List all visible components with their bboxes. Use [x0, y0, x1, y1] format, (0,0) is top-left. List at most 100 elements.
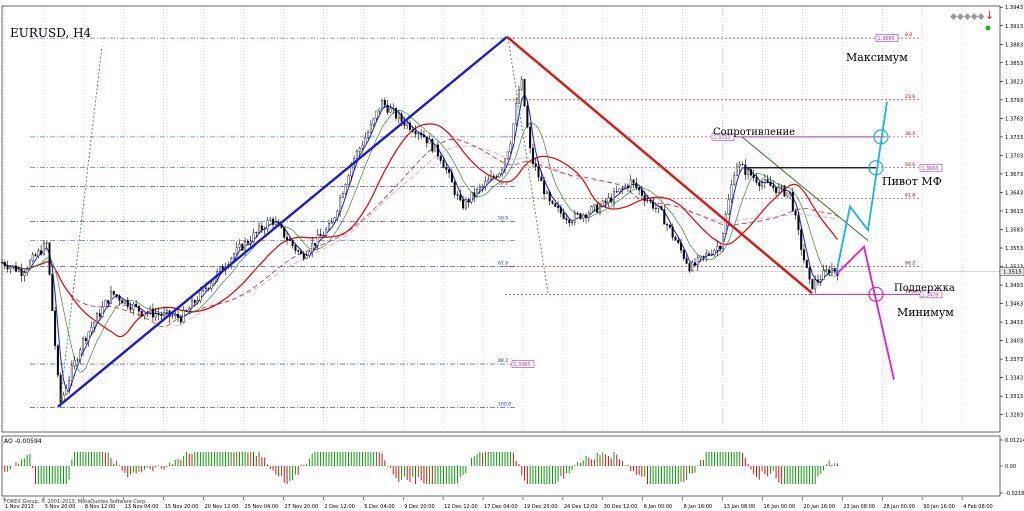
candle-body [490, 175, 493, 180]
candle-body [364, 137, 367, 146]
candle-body [182, 310, 185, 323]
candle-body [705, 253, 708, 257]
candle-body [543, 180, 546, 195]
x-tick-label: 17 Dec 04:00 [484, 504, 518, 510]
candle-body [643, 195, 646, 201]
candle-body [462, 199, 465, 209]
price-box [875, 34, 899, 42]
candle-body [115, 294, 118, 297]
candle-body [149, 308, 152, 314]
candle-body [526, 105, 529, 128]
y-tick-label: 1.3793 [1005, 98, 1023, 104]
candle-body [252, 232, 255, 242]
candle-body [786, 192, 789, 197]
candle-body [65, 388, 68, 395]
x-tick-label: 23 Jan 08:00 [843, 504, 875, 510]
candle-body [54, 310, 57, 347]
candle-body [554, 203, 557, 207]
candle-body [456, 194, 459, 196]
projection-up [835, 101, 888, 275]
candle-body [263, 228, 266, 230]
candle-body [629, 179, 632, 189]
candle-body [671, 227, 674, 238]
candle-body [735, 166, 738, 176]
candle-body [375, 110, 378, 119]
candle-body [797, 215, 800, 230]
candle-body [707, 253, 710, 255]
y-tick-label: 1.3763 [1005, 116, 1023, 122]
candle-body [448, 169, 451, 173]
y-tick-label: 1.3913 [1005, 24, 1023, 30]
candle-body [238, 244, 241, 248]
fib-label-upper: 0.0 [905, 32, 912, 38]
candle-body [171, 315, 174, 317]
candle-body [244, 241, 247, 251]
candle-body [816, 279, 819, 282]
price-box-label: 1.3733 [714, 135, 731, 141]
candle-body [397, 113, 400, 119]
candle-body [652, 200, 655, 209]
candle-body [193, 300, 196, 303]
price-box [711, 133, 735, 141]
candle-body [814, 279, 817, 290]
x-tick-label: 1 Nov 2013 [5, 504, 34, 510]
candle-body [626, 185, 629, 189]
candle-body [646, 199, 649, 201]
candle-body [791, 192, 794, 211]
candle-body [48, 242, 51, 275]
candle-body [163, 312, 166, 316]
candle-body [515, 103, 518, 125]
y-tick-label: 1.3883 [1005, 42, 1023, 48]
candle-body [135, 303, 138, 307]
candle-body [587, 212, 590, 218]
candle-body [565, 218, 568, 221]
candle-body [545, 191, 548, 195]
candle-body [529, 126, 532, 149]
dotted-slope-left [59, 46, 103, 405]
candle-body [347, 175, 350, 185]
candle-body [154, 313, 157, 318]
x-tick-label: 8 Jan 16:00 [684, 504, 712, 510]
candle-body [666, 224, 669, 226]
candle-body [28, 260, 31, 269]
fib-label-upper: 23.6 [905, 94, 915, 100]
candle-body [540, 176, 543, 182]
candle-body [607, 197, 610, 203]
ao-tick-label: 0.00 [1005, 464, 1016, 470]
candle-body [266, 220, 269, 230]
candle-body [741, 164, 744, 166]
candle-body [288, 239, 291, 241]
candle-body [286, 237, 289, 240]
support-circle [868, 286, 884, 302]
candle-body [406, 122, 409, 126]
x-tick-label: 30 Jan 16:00 [923, 504, 955, 510]
y-tick-label: 1.3373 [1005, 357, 1023, 363]
candle-body [188, 307, 191, 311]
y-tick-label: 1.3733 [1005, 135, 1023, 141]
candle-body [381, 100, 384, 109]
candle-body [783, 185, 786, 197]
candle-body [272, 218, 275, 225]
candle-body [191, 300, 194, 309]
candle-body [738, 164, 741, 168]
candle-body [283, 227, 286, 238]
y-tick-label: 1.3433 [1005, 320, 1023, 326]
candle-body [255, 232, 258, 234]
candle-body [34, 254, 37, 257]
candle-body [157, 313, 160, 315]
candle-body [476, 189, 479, 197]
candle-body [395, 108, 398, 119]
candle-body [126, 299, 129, 308]
candle-body [551, 200, 554, 204]
down-trend-line [506, 35, 813, 295]
candle-body [327, 223, 330, 230]
axes: 1.3943 1.3913 1.3883 1.3853 1.3823 1.3793 1.37… [1, 5, 1024, 510]
x-tick-label: 8 Nov 12:00 [85, 504, 116, 510]
candle-body [101, 306, 104, 317]
y-tick-label: 1.3583 [1005, 227, 1023, 233]
candle-body [612, 191, 615, 203]
y-tick-label: 1.3403 [1005, 339, 1023, 345]
candle-body [280, 224, 283, 228]
candle-body [800, 229, 803, 250]
candle-body [685, 258, 688, 264]
